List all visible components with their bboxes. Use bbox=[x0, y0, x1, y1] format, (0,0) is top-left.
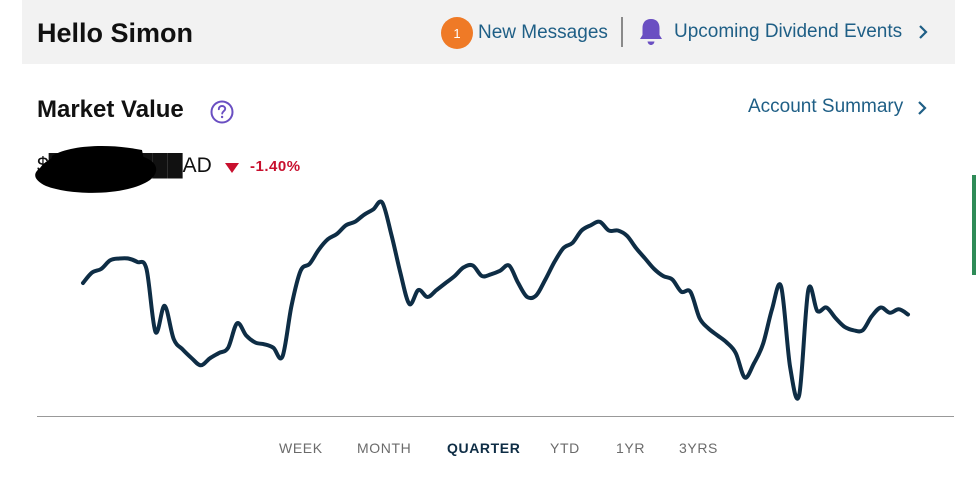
market-change-percent: -1.40% bbox=[250, 158, 301, 175]
chat-bubble-icon[interactable]: 1 bbox=[441, 17, 473, 49]
greeting: Hello Simon bbox=[37, 18, 194, 48]
question-circle-icon[interactable] bbox=[210, 100, 234, 124]
header-bar: Hello Simon 1 New Messages Upcoming Divi… bbox=[22, 0, 955, 64]
upcoming-dividend-events-link[interactable]: Upcoming Dividend Events bbox=[674, 21, 903, 42]
period-ytd[interactable]: YTD bbox=[550, 440, 580, 456]
header-divider bbox=[621, 17, 623, 47]
market-value-chart bbox=[81, 199, 910, 401]
triangle-down-icon bbox=[225, 163, 239, 173]
period-quarter[interactable]: QUARTER bbox=[447, 440, 521, 456]
redaction-scribble bbox=[35, 146, 157, 193]
period-month[interactable]: MONTH bbox=[357, 440, 412, 456]
period-selector: WEEK MONTH QUARTER YTD 1YR 3YRS bbox=[0, 440, 976, 464]
chevron-right-icon[interactable] bbox=[916, 23, 930, 41]
edge-indicator bbox=[972, 175, 976, 275]
new-messages-link[interactable]: New Messages bbox=[478, 22, 608, 43]
period-3yrs[interactable]: 3YRS bbox=[679, 440, 718, 456]
bell-icon[interactable] bbox=[638, 17, 664, 47]
period-week[interactable]: WEEK bbox=[279, 440, 323, 456]
message-count-badge: 1 bbox=[453, 25, 461, 41]
chart-baseline bbox=[37, 416, 954, 417]
series-line bbox=[81, 199, 910, 401]
period-1yr[interactable]: 1YR bbox=[616, 440, 646, 456]
market-value-title: Market Value bbox=[37, 96, 184, 123]
chevron-right-icon[interactable] bbox=[915, 99, 929, 117]
account-summary-link[interactable]: Account Summary bbox=[748, 96, 904, 117]
